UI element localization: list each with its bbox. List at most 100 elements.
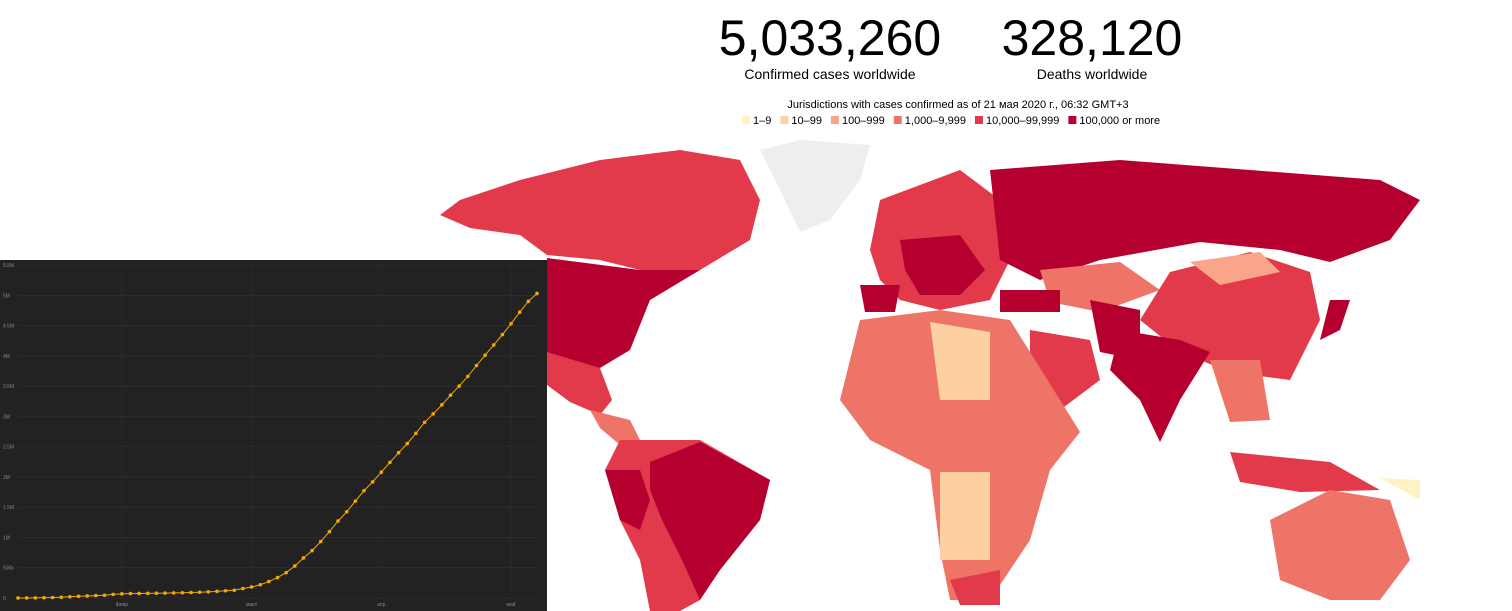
stat-value: 328,120 xyxy=(1002,10,1183,66)
point xyxy=(293,564,297,568)
point xyxy=(76,594,81,599)
point xyxy=(353,499,358,503)
point xyxy=(16,596,20,600)
country xyxy=(990,160,1420,280)
point xyxy=(94,593,98,598)
point xyxy=(535,291,539,296)
point xyxy=(258,582,263,587)
country xyxy=(1320,300,1350,340)
y-tick-label: 4M xyxy=(3,354,10,360)
country xyxy=(940,472,990,560)
point xyxy=(362,488,366,493)
point xyxy=(414,431,418,436)
legend-label: 100,000 or more xyxy=(1079,115,1160,127)
country xyxy=(840,310,1080,600)
legend-label: 1,000–9,999 xyxy=(905,115,966,127)
y-tick-label: 500k xyxy=(3,566,14,572)
point xyxy=(249,585,254,589)
country xyxy=(1210,360,1270,422)
country xyxy=(1270,490,1410,600)
point xyxy=(24,596,29,600)
point xyxy=(301,556,306,560)
country xyxy=(440,150,760,270)
y-tick-label: 0 xyxy=(3,596,6,602)
country xyxy=(900,235,985,295)
point xyxy=(154,591,159,596)
point xyxy=(431,412,436,416)
point xyxy=(483,353,487,358)
legend-swatch xyxy=(893,116,902,124)
point xyxy=(197,590,202,595)
legend-label: 10–99 xyxy=(791,115,822,127)
country xyxy=(1000,290,1060,312)
legend-label: 1–9 xyxy=(753,115,771,127)
point xyxy=(267,579,271,584)
point xyxy=(344,509,349,514)
legend-swatch xyxy=(830,116,839,124)
point xyxy=(422,420,427,425)
point xyxy=(180,590,185,595)
point xyxy=(189,590,193,595)
point xyxy=(327,529,332,534)
world-map xyxy=(440,140,1420,611)
y-tick-label: 1.5M xyxy=(3,505,14,511)
x-tick-label: май xyxy=(507,601,516,608)
stat-value: 5,033,260 xyxy=(719,10,941,66)
country xyxy=(1230,452,1380,492)
point xyxy=(171,591,176,595)
point xyxy=(517,310,522,315)
point xyxy=(120,592,124,596)
point xyxy=(509,321,513,326)
x-tick-label: февр xyxy=(116,602,129,608)
point xyxy=(310,548,314,553)
country xyxy=(1040,262,1160,312)
point xyxy=(396,450,401,455)
point xyxy=(500,332,505,337)
point xyxy=(491,343,496,347)
legend-label: 100–999 xyxy=(842,115,885,127)
point xyxy=(232,588,237,593)
point xyxy=(42,595,46,600)
point xyxy=(137,591,141,596)
point xyxy=(33,596,38,600)
country xyxy=(547,352,612,415)
point xyxy=(128,591,133,596)
country xyxy=(930,322,990,400)
point xyxy=(318,539,323,544)
point xyxy=(223,588,228,593)
point xyxy=(111,592,115,597)
stat-label: Confirmed cases worldwide xyxy=(744,66,915,82)
point xyxy=(215,589,219,594)
point xyxy=(59,595,64,600)
legend-swatch xyxy=(974,116,983,124)
country xyxy=(547,258,700,368)
legend-swatch xyxy=(742,116,750,124)
y-tick-label: 5.5M xyxy=(3,263,14,269)
country xyxy=(1190,252,1280,285)
point xyxy=(145,591,150,596)
point xyxy=(275,575,280,580)
y-tick-label: 5M xyxy=(3,293,10,299)
point xyxy=(457,384,461,388)
x-tick-label: март xyxy=(246,602,258,608)
point xyxy=(405,441,410,446)
legend-title: Jurisdictions with cases confirmed as of… xyxy=(787,99,1128,111)
x-tick-label: апр xyxy=(377,602,385,608)
country xyxy=(860,285,900,312)
country xyxy=(590,410,640,445)
point xyxy=(379,470,384,474)
stat-label: Deaths worldwide xyxy=(1037,66,1148,82)
point xyxy=(526,299,531,304)
country xyxy=(1380,478,1420,500)
legend-label: 10,000–99,999 xyxy=(986,115,1059,127)
y-tick-label: 2M xyxy=(3,475,10,481)
point xyxy=(284,570,288,575)
legend-swatch xyxy=(1068,116,1077,124)
y-tick-label: 3M xyxy=(3,414,10,420)
point xyxy=(85,594,89,598)
point xyxy=(206,590,211,594)
country xyxy=(1110,330,1210,442)
